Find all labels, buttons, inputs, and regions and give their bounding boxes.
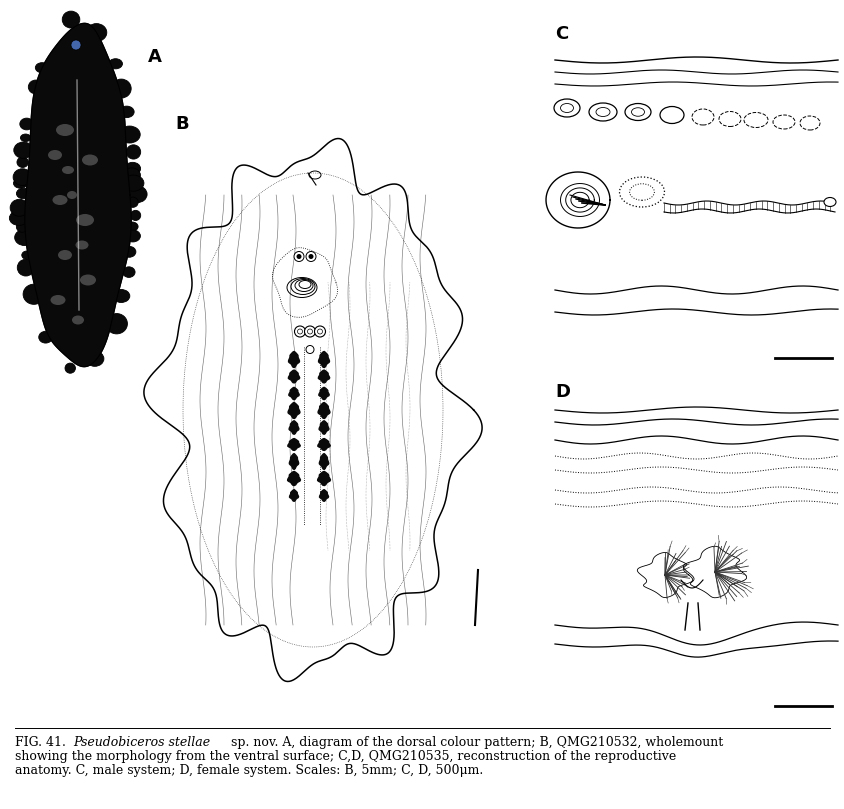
Polygon shape <box>319 454 328 469</box>
Ellipse shape <box>14 178 28 188</box>
Ellipse shape <box>719 112 741 126</box>
Ellipse shape <box>123 175 144 191</box>
Polygon shape <box>318 438 330 451</box>
Ellipse shape <box>62 11 80 28</box>
Text: anatomy. C, male system; D, female system. Scales: B, 5mm; C, D, 500μm.: anatomy. C, male system; D, female syste… <box>15 764 484 777</box>
Ellipse shape <box>80 274 96 286</box>
Polygon shape <box>319 388 329 400</box>
Ellipse shape <box>76 214 94 226</box>
Ellipse shape <box>744 112 768 128</box>
Ellipse shape <box>125 163 141 175</box>
Ellipse shape <box>123 168 140 183</box>
Ellipse shape <box>122 246 136 257</box>
Ellipse shape <box>692 109 714 125</box>
Ellipse shape <box>29 80 43 94</box>
Polygon shape <box>289 454 299 469</box>
Polygon shape <box>288 403 300 418</box>
Ellipse shape <box>119 106 134 117</box>
Circle shape <box>71 40 81 50</box>
Ellipse shape <box>62 166 74 174</box>
Polygon shape <box>289 421 299 434</box>
Polygon shape <box>320 489 328 502</box>
Text: B: B <box>175 115 188 133</box>
Polygon shape <box>318 370 330 383</box>
Polygon shape <box>24 23 131 366</box>
Ellipse shape <box>126 222 138 231</box>
Ellipse shape <box>65 363 75 373</box>
Circle shape <box>296 254 301 259</box>
Ellipse shape <box>619 177 664 207</box>
Ellipse shape <box>19 118 34 130</box>
Ellipse shape <box>17 157 29 167</box>
Ellipse shape <box>35 62 49 73</box>
Ellipse shape <box>14 230 35 246</box>
Text: showing the morphology from the ventral surface; C,D, QMG210535, reconstruction : showing the morphology from the ventral … <box>15 750 676 763</box>
Ellipse shape <box>86 23 107 41</box>
Text: D: D <box>555 383 570 401</box>
Ellipse shape <box>75 240 89 249</box>
Circle shape <box>295 326 306 337</box>
Ellipse shape <box>51 295 66 305</box>
Ellipse shape <box>56 124 74 136</box>
Polygon shape <box>289 370 300 383</box>
Ellipse shape <box>67 191 77 199</box>
Text: sp. nov. A, diagram of the dorsal colour pattern; B, QMG210532, wholemount: sp. nov. A, diagram of the dorsal colour… <box>227 736 723 749</box>
Circle shape <box>306 252 316 261</box>
Polygon shape <box>319 421 329 434</box>
Ellipse shape <box>125 230 140 242</box>
Ellipse shape <box>39 332 52 343</box>
Circle shape <box>305 326 316 337</box>
Ellipse shape <box>109 59 122 69</box>
Ellipse shape <box>106 314 127 334</box>
Polygon shape <box>289 489 299 502</box>
Ellipse shape <box>14 169 32 185</box>
Ellipse shape <box>20 134 30 142</box>
Polygon shape <box>288 438 300 451</box>
Ellipse shape <box>128 186 147 202</box>
Ellipse shape <box>554 99 580 117</box>
Ellipse shape <box>58 250 72 260</box>
Polygon shape <box>144 138 482 681</box>
Ellipse shape <box>773 115 795 129</box>
Polygon shape <box>289 388 300 400</box>
Ellipse shape <box>48 150 62 160</box>
Ellipse shape <box>17 259 35 276</box>
Ellipse shape <box>131 210 141 221</box>
Circle shape <box>294 252 304 261</box>
Ellipse shape <box>800 116 820 130</box>
Ellipse shape <box>86 351 104 366</box>
Ellipse shape <box>127 197 138 207</box>
Polygon shape <box>318 351 329 367</box>
Circle shape <box>309 254 313 259</box>
Ellipse shape <box>16 188 30 199</box>
Text: Pseudobiceros stellae: Pseudobiceros stellae <box>73 736 210 749</box>
Ellipse shape <box>52 195 68 205</box>
Circle shape <box>315 326 326 337</box>
Circle shape <box>306 345 314 354</box>
Ellipse shape <box>9 211 29 226</box>
Ellipse shape <box>119 126 140 143</box>
Polygon shape <box>317 472 331 485</box>
Text: C: C <box>555 25 568 43</box>
Polygon shape <box>288 472 300 485</box>
Ellipse shape <box>625 104 651 121</box>
Ellipse shape <box>660 107 684 124</box>
Polygon shape <box>318 403 330 418</box>
Ellipse shape <box>589 103 617 121</box>
Ellipse shape <box>14 142 33 159</box>
Ellipse shape <box>112 290 130 303</box>
Ellipse shape <box>72 316 84 324</box>
Ellipse shape <box>23 284 45 304</box>
Text: A: A <box>148 48 162 66</box>
Ellipse shape <box>122 267 135 277</box>
Ellipse shape <box>22 251 32 260</box>
Text: FIG. 41.: FIG. 41. <box>15 736 70 749</box>
Polygon shape <box>289 351 300 367</box>
Ellipse shape <box>10 199 29 216</box>
Ellipse shape <box>82 155 98 166</box>
Ellipse shape <box>824 197 836 206</box>
Ellipse shape <box>16 222 28 232</box>
Ellipse shape <box>111 79 131 98</box>
Ellipse shape <box>127 145 141 159</box>
